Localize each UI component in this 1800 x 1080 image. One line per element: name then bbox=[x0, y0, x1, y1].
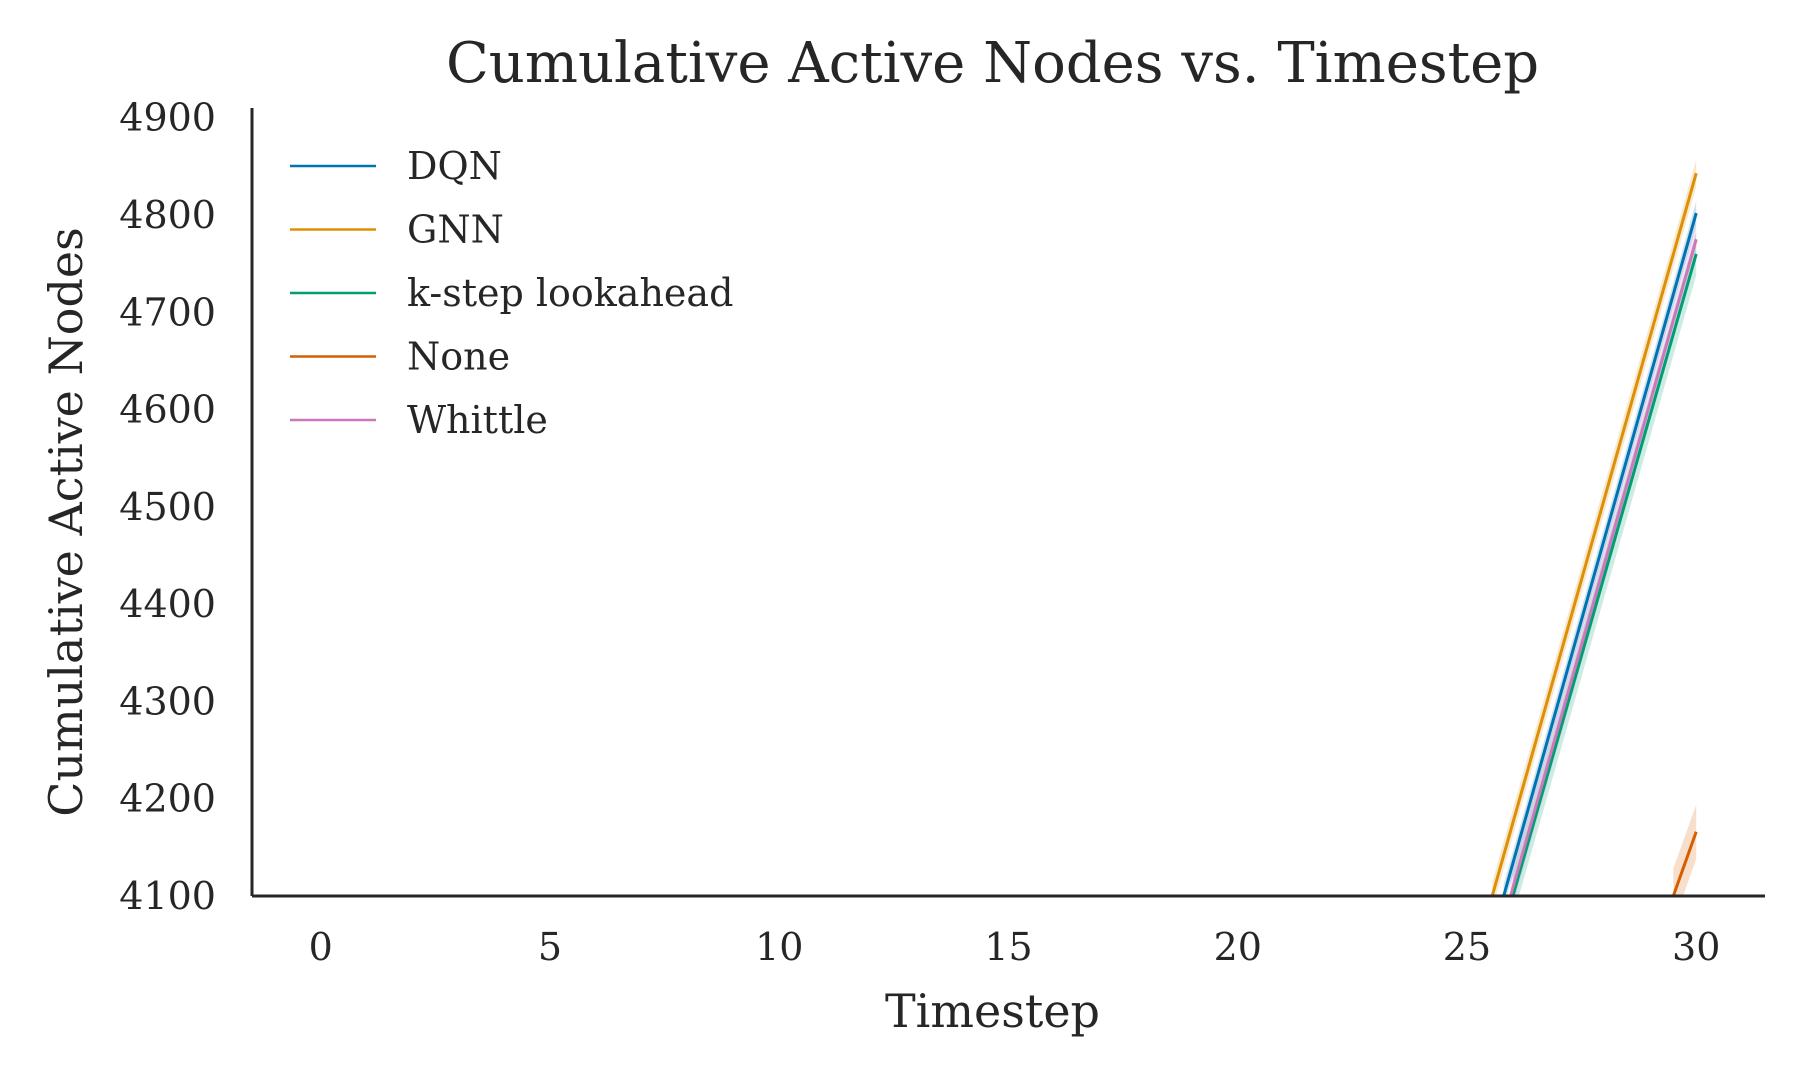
x-axis-ticks: 0 5 10 15 20 25 30 bbox=[309, 925, 1721, 969]
y-tick-label: 4900 bbox=[119, 96, 216, 140]
x-tick-label: 25 bbox=[1443, 925, 1491, 969]
x-tick-label: 30 bbox=[1672, 925, 1720, 969]
legend: DQN GNN k-step lookahead None Whittle bbox=[290, 144, 733, 442]
legend-label: k-step lookahead bbox=[407, 271, 733, 315]
x-axis-title: Timestep bbox=[885, 984, 1100, 1038]
y-tick-label: 4700 bbox=[119, 290, 216, 334]
series-lines bbox=[1490, 172, 1698, 896]
y-tick-label: 4100 bbox=[119, 874, 216, 918]
series-line-whittle bbox=[1509, 238, 1698, 896]
y-tick-label: 4500 bbox=[119, 485, 216, 529]
confidence-bands bbox=[1492, 159, 1697, 896]
legend-label: Whittle bbox=[407, 398, 548, 442]
y-tick-label: 4300 bbox=[119, 679, 216, 723]
series-line-dqn bbox=[1502, 212, 1698, 896]
series-line-gnn bbox=[1490, 172, 1698, 896]
x-tick-label: 10 bbox=[755, 925, 803, 969]
legend-label: DQN bbox=[407, 144, 502, 188]
x-tick-label: 0 bbox=[309, 925, 333, 969]
x-tick-label: 5 bbox=[538, 925, 562, 969]
y-axis-ticks: 4100 4200 4300 4400 4500 4600 4700 4800 4900 bbox=[119, 96, 216, 918]
x-tick-label: 20 bbox=[1214, 925, 1262, 969]
y-tick-label: 4800 bbox=[119, 193, 216, 237]
legend-label: GNN bbox=[407, 208, 504, 252]
y-axis-title: Cumulative Active Nodes bbox=[39, 227, 93, 816]
band-none bbox=[1673, 804, 1697, 896]
y-tick-label: 4200 bbox=[119, 777, 216, 821]
series-line-k-step-lookahead bbox=[1511, 253, 1698, 896]
y-tick-label: 4600 bbox=[119, 388, 216, 432]
chart-title: Cumulative Active Nodes vs. Timestep bbox=[446, 31, 1539, 96]
x-tick-label: 15 bbox=[984, 925, 1032, 969]
y-tick-label: 4400 bbox=[119, 582, 216, 626]
legend-label: None bbox=[407, 335, 510, 379]
series-line-none bbox=[1671, 831, 1698, 896]
